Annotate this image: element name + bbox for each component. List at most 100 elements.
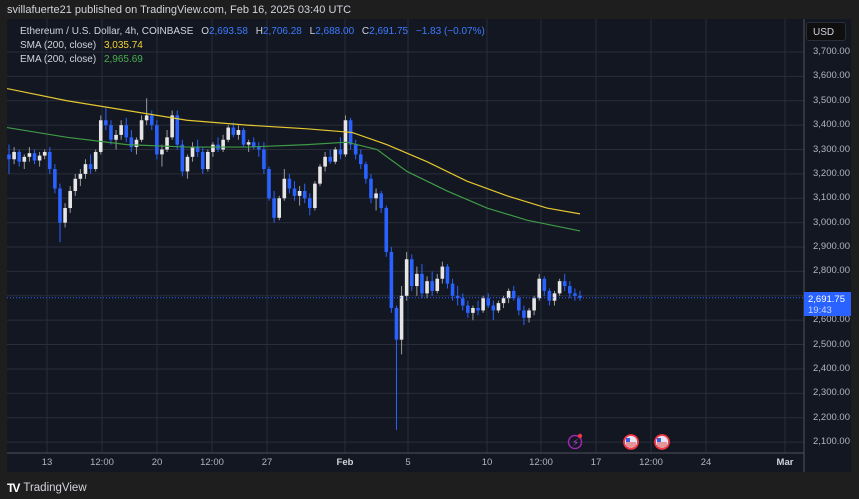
candle-body <box>313 183 317 209</box>
candle-body <box>124 125 129 138</box>
flag-canton <box>626 438 630 442</box>
candle-body <box>557 281 562 294</box>
candle-body <box>93 151 98 170</box>
candle-body <box>364 164 368 179</box>
candle-body <box>476 307 480 311</box>
time-tick-label: Mar <box>776 457 794 468</box>
candle-body <box>129 137 134 148</box>
open-label: O <box>201 26 209 37</box>
candle-body <box>353 144 358 155</box>
sma-200-line <box>7 87 581 215</box>
candle-body <box>32 153 37 161</box>
price-tick-label: 3,000.00 <box>813 216 850 228</box>
candle-body <box>139 120 144 140</box>
ema-200-line <box>7 126 581 232</box>
tradingview-logo-icon[interactable]: TV <box>7 481 20 495</box>
candle-body <box>394 307 399 340</box>
high-value: 2,706.28 <box>262 26 302 37</box>
candle-body <box>389 251 394 308</box>
price-tick-label: 2,800.00 <box>813 265 850 277</box>
candle-body <box>144 115 149 121</box>
candle-body <box>573 293 577 296</box>
candle-body <box>430 281 434 291</box>
candle-body <box>466 305 470 313</box>
candle-body <box>578 295 582 298</box>
candle-body <box>338 149 343 155</box>
candle-body <box>323 156 327 167</box>
candle-body <box>511 290 516 299</box>
sma-value: 3,035.74 <box>103 40 143 51</box>
candle-body <box>297 190 302 196</box>
candle-body <box>272 198 276 218</box>
time-tick-label: 17 <box>590 457 602 468</box>
candle-body <box>404 259 409 296</box>
candle-body <box>63 208 67 223</box>
close-value: 2,691.75 <box>369 26 409 37</box>
candle-body <box>496 303 501 311</box>
candle-body <box>445 266 450 284</box>
candle-body <box>211 144 215 152</box>
bar-countdown: 19:43 <box>808 305 832 316</box>
price-tick-label: 2,300.00 <box>813 387 850 399</box>
lightning-event-icon <box>567 434 583 450</box>
candle-body <box>542 278 547 291</box>
change-value: −1.83 (−0.07%) <box>415 26 485 37</box>
candle-body <box>88 164 93 170</box>
candle-body <box>527 310 531 318</box>
price-tick-label: 3,600.00 <box>813 70 850 82</box>
candle-body <box>532 298 536 311</box>
candle-body <box>98 120 103 152</box>
candle-body <box>27 153 32 157</box>
candle-body <box>109 125 113 140</box>
low-value: 2,688.00 <box>315 26 355 37</box>
price-tick-label: 3,100.00 <box>813 192 850 204</box>
footer-brand[interactable]: TradingView <box>23 482 87 494</box>
candle-body <box>226 127 231 140</box>
candle-body <box>318 166 322 184</box>
candle-body <box>190 147 195 157</box>
sma-row[interactable]: SMA (200, close) 3,035.74 <box>20 39 485 53</box>
candle-body <box>246 142 251 145</box>
price-tick-label: 3,700.00 <box>813 46 850 57</box>
sma-label: SMA (200, close) <box>20 40 97 51</box>
last-price-label: 2,691.75 19:43 <box>804 292 851 316</box>
candle-body <box>195 147 200 152</box>
candle-body <box>517 298 521 311</box>
candle-body <box>568 286 572 294</box>
candlestick-chart[interactable]: ⚡ <box>7 19 851 472</box>
time-tick-label: 12:00 <box>529 457 553 468</box>
candle-body <box>236 130 241 135</box>
candle-body <box>455 295 460 299</box>
candle-body <box>170 115 174 138</box>
symbol-label[interactable]: Ethereum / U.S. Dollar, 4h, COINBASE <box>20 26 194 37</box>
candle-body <box>501 298 506 304</box>
time-tick-label: Feb <box>336 457 354 468</box>
candle-body <box>42 151 47 156</box>
open-value: 2,693.58 <box>208 26 248 37</box>
candle-body <box>114 134 118 140</box>
candle-body <box>409 259 414 287</box>
high-label: H <box>255 26 263 37</box>
candle-body <box>374 193 378 199</box>
candle-body <box>17 151 21 162</box>
ema-label: EMA (200, close) <box>20 54 97 65</box>
candle-body <box>420 273 424 294</box>
candle-body <box>333 149 338 162</box>
candle-body <box>450 283 455 296</box>
candle-body <box>506 290 511 299</box>
candle-body <box>384 208 389 252</box>
candle-body <box>547 290 552 301</box>
candle-body <box>552 293 557 301</box>
price-tick-label: 2,200.00 <box>813 411 850 423</box>
candle-body <box>119 125 123 135</box>
candle-body <box>277 198 282 218</box>
ema-row[interactable]: EMA (200, close) 2,965.69 <box>20 53 485 67</box>
time-tick-label: 12:00 <box>90 457 114 468</box>
price-tick-label: 3,400.00 <box>813 119 850 131</box>
chart-area[interactable]: ⚡ Ethereum / U.S. Dollar, 4h, COINBASE O… <box>7 19 851 472</box>
candle-body <box>399 295 404 340</box>
candle-body <box>282 178 287 199</box>
candle-body <box>562 281 567 287</box>
currency-button[interactable]: USD <box>806 22 846 41</box>
flag-canton <box>657 438 661 442</box>
